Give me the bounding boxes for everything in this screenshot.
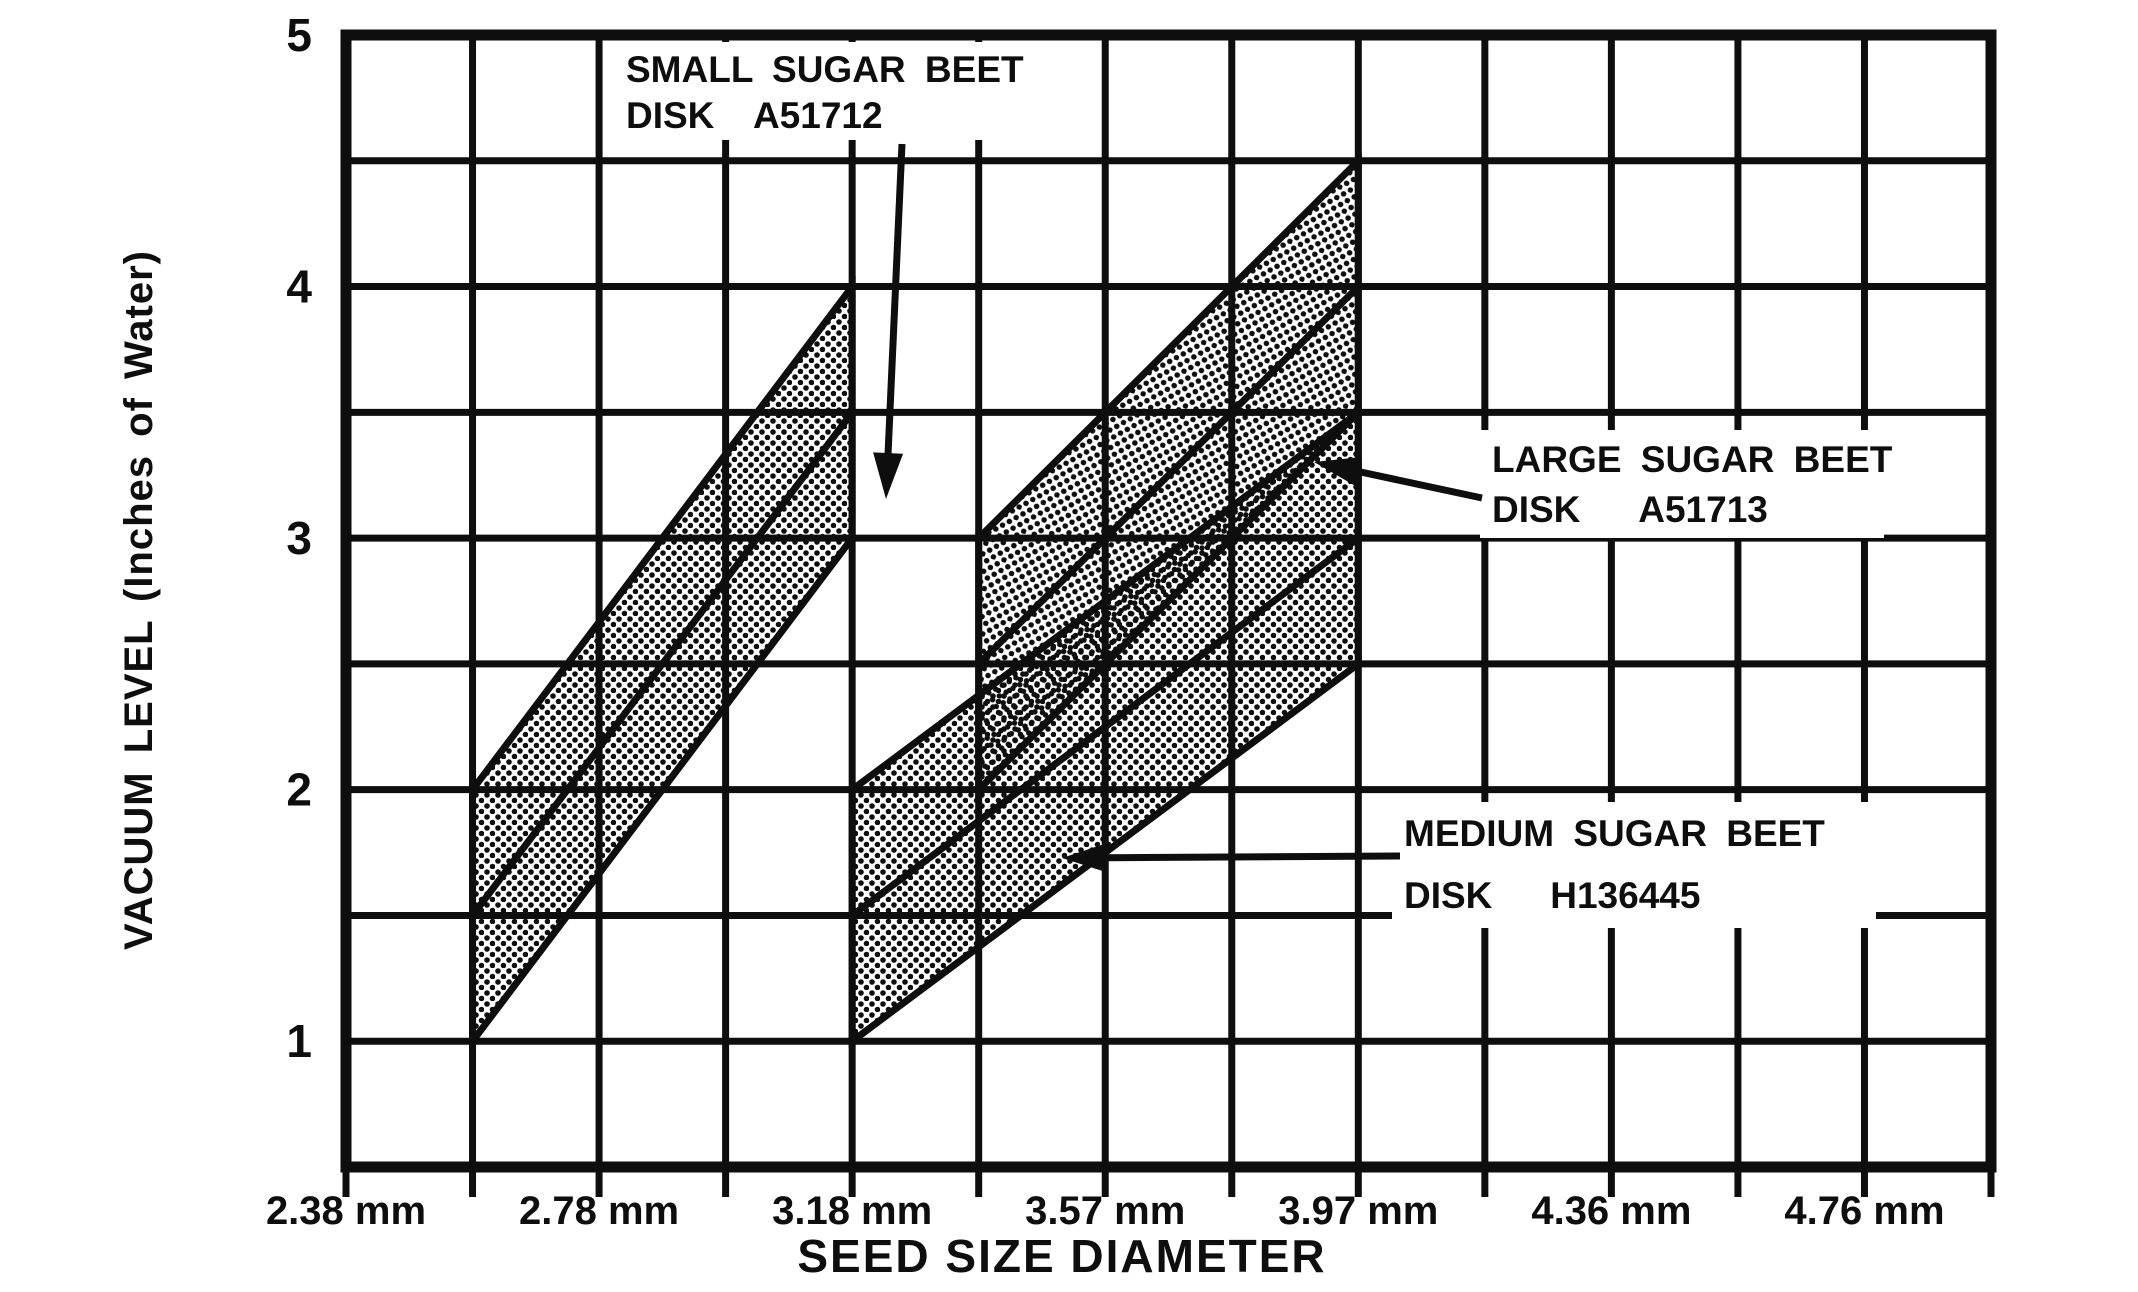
small-disk-label: SMALL SUGAR BEET DISK A51712 bbox=[614, 42, 1024, 499]
x-tick-label: 2.78 mm bbox=[519, 1189, 679, 1233]
x-tick-label: 4.76 mm bbox=[1784, 1189, 1944, 1233]
y-tick-label: 4 bbox=[286, 261, 312, 313]
band-midline bbox=[469, 410, 855, 918]
annotation-text: SMALL SUGAR BEET bbox=[626, 49, 1024, 90]
annotation-arrow-shaft bbox=[1340, 464, 1483, 502]
annotation-box bbox=[1480, 430, 1884, 538]
annotation-box bbox=[1392, 802, 1876, 928]
medium-disk-label: MEDIUM SUGAR BEET DISK H136445 bbox=[1062, 802, 1876, 928]
x-tick-label: 4.36 mm bbox=[1531, 1189, 1691, 1233]
annotation-arrowhead bbox=[873, 452, 904, 499]
x-axis-tick-labels: 2.38 mm 2.78 mm 3.18 mm 3.57 mm 3.97 mm 4.36 … bbox=[266, 1189, 1945, 1233]
annotation-arrowhead bbox=[1062, 842, 1109, 873]
x-tick-label: 3.18 mm bbox=[772, 1189, 932, 1233]
band-midline bbox=[850, 535, 1361, 919]
x-tick-label: 2.38 mm bbox=[266, 1189, 426, 1233]
plot-frame bbox=[340, 29, 1997, 1173]
large-disk-label: LARGE SUGAR BEET DISK A51713 bbox=[1314, 430, 1893, 538]
annotation-box bbox=[614, 42, 1012, 140]
y-tick-label: 2 bbox=[286, 764, 312, 816]
annotation-text: DISK A51713 bbox=[1492, 489, 1768, 530]
x-tick-label: 3.97 mm bbox=[1278, 1189, 1438, 1233]
annotation-arrow-shaft bbox=[1089, 852, 1401, 862]
annotation-arrow-shaft bbox=[883, 143, 906, 472]
annotation-arrowhead bbox=[1314, 456, 1363, 487]
annotation-text: DISK H136445 bbox=[1404, 875, 1700, 916]
annotation-text: DISK A51712 bbox=[626, 95, 883, 136]
x-tick-label: 3.57 mm bbox=[1025, 1189, 1185, 1233]
y-tick-label: 1 bbox=[286, 1015, 312, 1067]
y-tick-label: 3 bbox=[286, 512, 312, 564]
band-midline bbox=[976, 284, 1361, 667]
y-axis-tick-labels: 1 2 3 4 5 bbox=[286, 9, 312, 1067]
y-axis-title: VACUUM LEVEL (Inches of Water) bbox=[117, 250, 161, 950]
annotation-text: MEDIUM SUGAR BEET bbox=[1404, 813, 1825, 854]
band-large-disk bbox=[975, 152, 1362, 799]
x-axis-title: SEED SIZE DIAMETER bbox=[797, 1230, 1326, 1282]
annotation-text: LARGE SUGAR BEET bbox=[1492, 439, 1893, 480]
band-small-disk bbox=[469, 276, 856, 1052]
y-tick-label: 5 bbox=[286, 9, 312, 61]
